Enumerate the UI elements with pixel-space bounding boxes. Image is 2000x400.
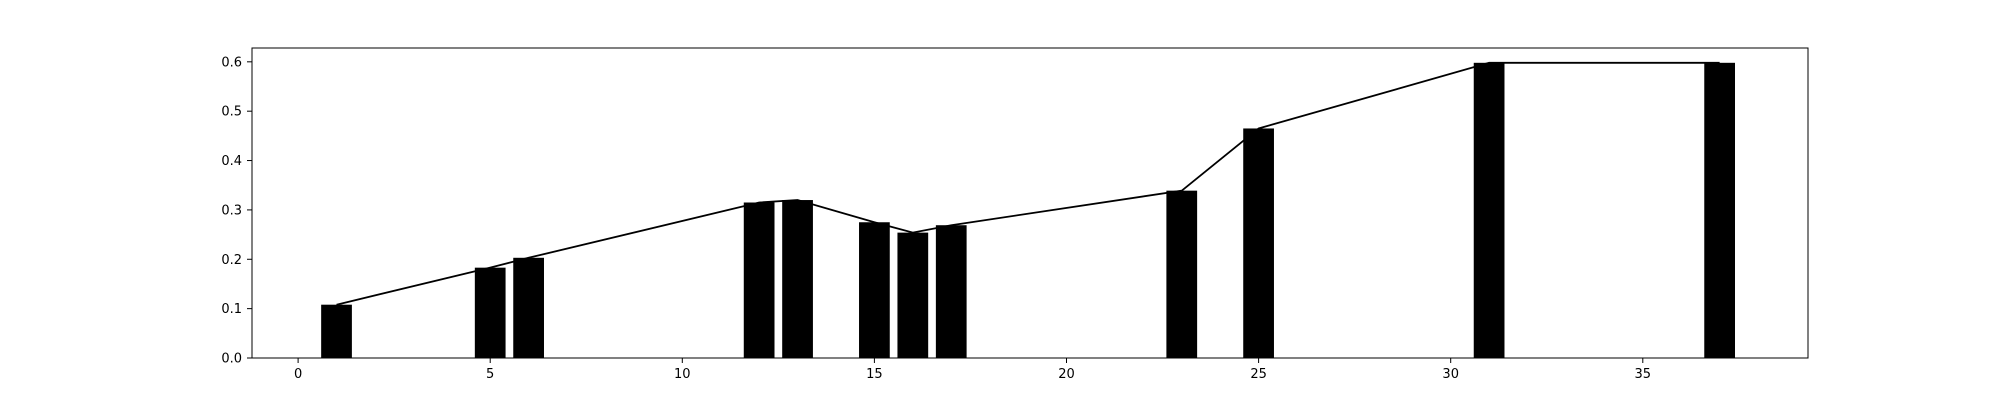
bar	[897, 232, 929, 358]
x-tick-label: 5	[486, 367, 494, 382]
bar	[321, 304, 352, 358]
bar	[474, 267, 506, 358]
bar	[782, 200, 813, 358]
x-axis: 0 5 10 15 20 25 30 35	[294, 358, 1651, 382]
x-tick-label: 20	[1058, 367, 1075, 382]
bar	[1243, 128, 1274, 358]
x-tick-label: 15	[866, 367, 883, 382]
plot-frame	[251, 47, 1809, 359]
x-tick-label: 10	[674, 367, 691, 382]
bar	[1166, 190, 1198, 358]
y-tick-label: 0.0	[221, 352, 242, 367]
y-tick-label: 0.6	[221, 55, 242, 70]
series-line	[336, 61, 1720, 306]
y-axis: 0.0 0.1 0.2 0.3 0.4 0.5 0.6	[221, 55, 252, 367]
y-tick-label: 0.2	[221, 253, 242, 268]
y-tick-label: 0.5	[221, 105, 242, 120]
x-tick-label: 30	[1442, 367, 1459, 382]
bar	[513, 257, 544, 358]
y-tick-label: 0.3	[221, 203, 242, 218]
bar	[859, 222, 890, 358]
x-tick-label: 25	[1250, 367, 1267, 382]
line-layer	[336, 61, 1720, 306]
x-tick-label: 35	[1635, 367, 1652, 382]
bar	[1473, 62, 1505, 358]
x-tick-label: 0	[294, 367, 302, 382]
y-tick-label: 0.4	[221, 154, 242, 169]
bar	[1704, 62, 1736, 358]
bar	[935, 225, 967, 358]
y-tick-label: 0.1	[221, 302, 242, 317]
bar	[743, 202, 775, 358]
bars-layer	[321, 62, 1736, 358]
